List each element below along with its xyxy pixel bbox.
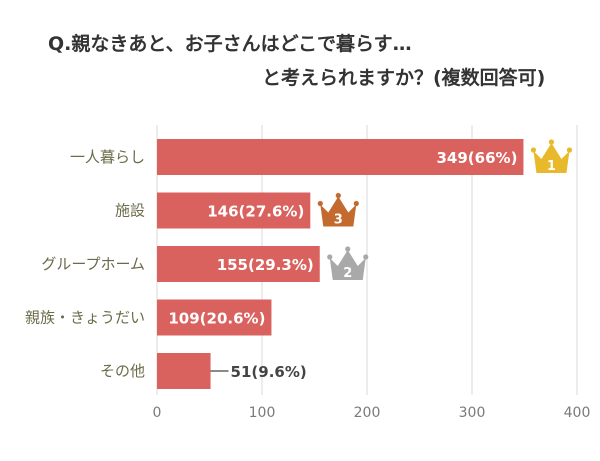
x-tick-label: 200 [354, 405, 381, 421]
gold-crown-icon: 1 [530, 139, 573, 174]
bronze-crown-icon: 3 [317, 192, 359, 228]
silver-crown-icon: 2 [327, 246, 369, 281]
bar [157, 192, 311, 229]
rank-number: 1 [547, 159, 556, 174]
labels: 一人暮らし 349(66%) 施設 146(27.6%) グループホーム 155(29.3… [25, 148, 517, 381]
crown-tip [327, 254, 333, 260]
data-label: 349(66%) [437, 149, 518, 167]
x-tick-label: 300 [459, 405, 486, 421]
bar [157, 299, 272, 336]
category-label: 施設 [115, 202, 145, 220]
category-label: その他 [100, 362, 145, 380]
data-label: 51(9.6%) [231, 363, 307, 381]
data-label: 109(20.6%) [168, 310, 265, 328]
chart-title-line-2: と考えられますか？(複数回答可) [262, 66, 545, 89]
crown-tip [566, 147, 573, 153]
crown-tip [548, 139, 555, 145]
crown-tip [345, 246, 351, 252]
bar [157, 139, 524, 175]
category-label: 親族・きょうだい [25, 309, 145, 327]
crown-tip [335, 192, 341, 199]
x-tick-label: 100 [249, 405, 276, 421]
bars [157, 139, 524, 389]
crown-shape [320, 196, 357, 227]
rank-number: 2 [343, 266, 352, 281]
crown-tip [353, 200, 359, 207]
crown-tip [317, 200, 323, 207]
crown-shape [533, 143, 570, 173]
x-axis-ticks: 0 100 200 300 400 [153, 405, 591, 421]
rank-badges: 1 3 2 [317, 139, 573, 281]
x-tick-label: 0 [153, 405, 162, 421]
category-label: グループホーム [41, 255, 145, 273]
bar [157, 246, 320, 282]
category-label: 一人暮らし [70, 148, 145, 166]
chart-title-line-1: Q.親なきあと、お子さんはどこで暮らす… [48, 32, 412, 55]
x-tick-label: 400 [564, 405, 591, 421]
rank-number: 3 [334, 213, 343, 228]
crown-tip [363, 254, 369, 260]
data-label: 146(27.6%) [207, 203, 304, 221]
crown-tip [530, 147, 537, 153]
crown-shape [329, 250, 366, 280]
data-label: 155(29.3%) [217, 256, 314, 274]
bar [157, 353, 211, 389]
